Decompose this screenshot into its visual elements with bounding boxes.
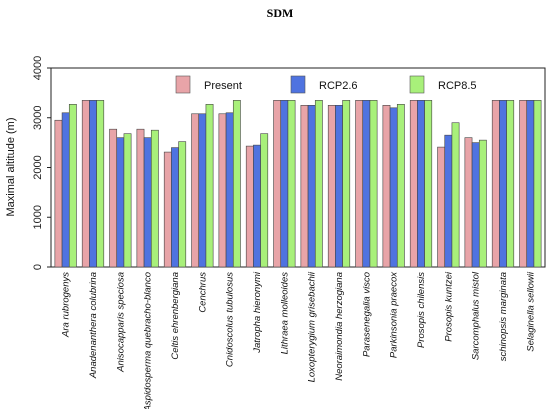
bar-rcp8-5-6 [232,100,241,268]
bar-rcp2-6-5 [198,113,207,268]
bar-rcp2-6-9 [307,105,316,268]
plot-area: 0 1000 2000 3000 4000 Ara rubrogenys Anadenant… [32,56,546,412]
bar-rcp8-5-7 [260,133,269,268]
legend-label-present: Present [204,80,242,92]
legend-label-rcp2-6: RCP2.6 [319,80,358,92]
bar-rcp2-6-0 [61,112,70,268]
bar-present-15 [464,137,473,268]
bar-rcp2-6-17 [526,100,535,268]
bar-present-14 [437,146,446,268]
bar-rcp2-6-8 [280,100,289,268]
legend-swatch-rcp8-5 [409,75,425,94]
bar-rcp8-5-14 [451,122,460,268]
bar-rcp8-5-11 [369,100,378,268]
category-label: Sarcomphalus mistol [471,271,482,360]
bar-rcp2-6-14 [444,134,453,268]
category-label: Anadenanthera colubrina [88,272,99,379]
bar-rcp2-6-13 [417,100,425,268]
category-label: Celtis ehrenbergiana [170,272,181,360]
bar-rcp8-5-13 [424,100,433,268]
bar-rcp2-6-2 [116,137,125,268]
category-label: Cenchrus [197,272,208,313]
category-label: Cnidoscolus tubulosus [225,272,236,367]
bar-present-1 [81,100,90,268]
bar-present-0 [54,119,63,268]
y-tick-label: 0 [32,264,44,270]
bar-rcp8-5-4 [178,141,187,268]
category-label: Prosopis kuntzei [443,271,454,342]
category-label: Neoraimondia herzogiana [334,272,345,381]
bar-rcp8-5-1 [96,100,105,268]
bar-rcp8-5-3 [150,129,159,268]
bar-rcp2-6-4 [171,147,179,268]
category-label: Lithraea molleoides [279,272,290,355]
y-tick-label: 1000 [32,205,44,229]
category-label: Ara rubrogenys [61,272,72,338]
y-axis-label: Maximal altitude (m) [5,117,17,216]
bar-present-10 [327,105,336,268]
bar-present-11 [355,100,364,268]
bar-rcp2-6-16 [499,100,507,268]
bar-rcp8-5-2 [123,133,132,268]
bar-rcp8-5-16 [506,100,515,268]
category-label: Anisocapparis speciosa [115,272,126,373]
bar-rcp2-6-12 [389,107,398,268]
bar-present-2 [109,128,118,268]
bar-rcp8-5-17 [533,100,542,268]
bar-rcp2-6-3 [143,137,152,268]
category-label: Parasenegalia visco [361,272,372,357]
bar-rcp8-5-5 [205,104,214,268]
category-label: Selaginella sellowii [525,271,536,352]
bar-present-5 [191,113,200,268]
bar-present-3 [136,128,145,268]
legend: Present RCP2.6 RCP8.5 [175,75,477,94]
bar-rcp2-6-11 [362,100,371,268]
bar-rcp8-5-12 [396,104,405,268]
legend-label-rcp8-5: RCP8.5 [438,80,477,92]
chart-title: SDM [267,6,294,20]
bar-present-7 [245,145,254,268]
category-label: Prosopis chilensis [416,272,427,348]
bar-present-13 [409,100,418,268]
bar-rcp8-5-8 [287,100,296,268]
category-label: Loxopterygium grisebachii [307,271,318,382]
category-label: Aspidosperma quebracho-blanco [143,272,154,409]
bar-present-9 [300,105,309,268]
category-label: Jatropha hieronymi [252,271,263,354]
category-label: schinopsis marginata [498,272,509,361]
bar-rcp2-6-7 [253,144,261,268]
y-tick-label: 3000 [32,106,44,130]
bar-rcp8-5-15 [478,139,487,268]
bar-rcp2-6-10 [335,105,343,268]
legend-swatch-present [175,75,191,94]
bar-rcp2-6-6 [225,112,234,268]
bar-present-17 [519,100,528,268]
legend-swatch-rcp2-6 [290,75,306,94]
bar-present-16 [491,100,500,268]
bar-rcp8-5-10 [342,100,351,268]
bar-rcp2-6-15 [471,142,480,268]
y-tick-label: 4000 [32,56,44,80]
y-tick-label: 2000 [32,155,44,179]
bar-present-4 [163,151,172,268]
bar-rcp8-5-0 [68,104,77,268]
bar-rcp8-5-9 [314,100,323,268]
bar-present-6 [218,113,227,268]
bar-present-8 [273,100,282,268]
bar-rcp2-6-1 [89,100,97,268]
bar-present-12 [382,105,391,268]
category-label: Parkinsonia praecox [389,271,400,358]
